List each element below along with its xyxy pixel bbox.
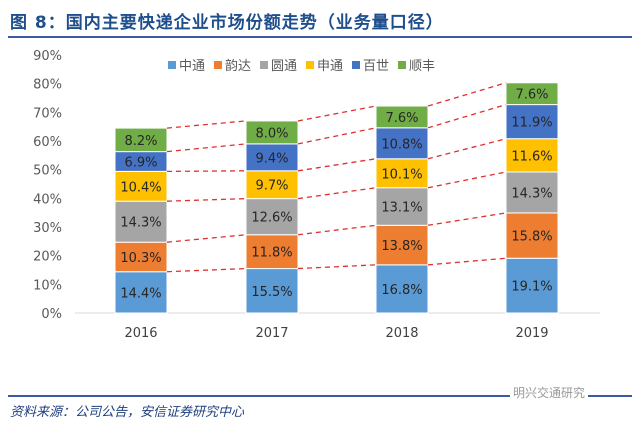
data-label: 7.6% <box>515 88 548 103</box>
data-label: 8.2% <box>124 134 157 149</box>
x-tick-label: 2017 <box>255 326 288 341</box>
data-label: 6.9% <box>124 155 157 170</box>
x-tick-label: 2019 <box>515 326 548 341</box>
data-label: 14.3% <box>120 216 161 231</box>
connector-line <box>297 105 377 122</box>
legend-label: 韵达 <box>225 59 251 74</box>
connector-line <box>297 224 377 236</box>
bar-segment <box>375 127 429 160</box>
legend-swatch <box>352 61 360 69</box>
bar-segment <box>505 138 559 173</box>
bar-segment <box>375 187 429 226</box>
footer-divider <box>8 395 632 397</box>
connector-line <box>427 82 507 107</box>
data-label: 14.4% <box>120 286 161 301</box>
data-label: 15.8% <box>511 230 552 245</box>
legend-swatch <box>306 61 314 69</box>
data-label: 8.0% <box>255 126 288 141</box>
connector-line <box>166 197 247 202</box>
connector-line <box>427 103 507 129</box>
figure-title: 图 8：国内主要快递企业市场份额走势（业务量口径） <box>10 13 444 33</box>
data-label: 10.3% <box>120 251 161 266</box>
connector-line <box>166 267 247 273</box>
data-label: 14.3% <box>511 186 552 201</box>
bar-segment <box>114 170 168 202</box>
data-label: 11.8% <box>251 246 292 261</box>
bar-segment <box>375 224 429 266</box>
data-label: 12.6% <box>251 211 292 226</box>
bar-segment <box>114 200 168 243</box>
x-tick-label: 2016 <box>124 326 157 341</box>
connector-line <box>297 187 377 200</box>
data-label: 19.1% <box>511 280 552 295</box>
y-tick-label: 80% <box>33 78 62 93</box>
legend-label: 百世 <box>363 59 389 74</box>
y-tick-label: 50% <box>33 164 62 179</box>
data-label: 13.1% <box>381 201 422 216</box>
legend-swatch <box>260 61 268 69</box>
bar-segment <box>505 212 559 259</box>
connector-line <box>427 171 507 189</box>
y-tick-label: 30% <box>33 221 62 236</box>
source-note: 资料来源：公司公告，安信证券研究中心 <box>10 405 245 420</box>
data-label: 16.8% <box>381 283 422 298</box>
connector-line <box>297 158 377 172</box>
bar-segment <box>245 234 299 270</box>
legend-label: 圆通 <box>271 59 297 74</box>
y-tick-label: 60% <box>33 135 62 150</box>
legend-swatch <box>214 61 222 69</box>
bar-segment <box>505 257 559 314</box>
connector-line <box>297 264 377 270</box>
bar-segment <box>245 170 299 200</box>
bar-segment <box>245 143 299 172</box>
bar-segment <box>245 120 299 145</box>
bar-segment <box>505 104 559 140</box>
bar-segment <box>505 171 559 214</box>
legend-swatch <box>168 61 176 69</box>
data-label: 9.7% <box>255 179 288 194</box>
data-label: 15.5% <box>251 285 292 300</box>
data-label: 7.6% <box>385 111 418 126</box>
connector-line <box>427 257 507 266</box>
connector-line <box>427 212 507 226</box>
data-label: 11.9% <box>511 116 552 131</box>
title-divider <box>8 36 632 38</box>
connector-line <box>427 138 507 160</box>
legend-swatch <box>398 61 406 69</box>
legend-label: 中通 <box>179 59 205 74</box>
data-label: 11.6% <box>511 149 552 164</box>
bar-segment <box>375 264 429 314</box>
bar-segment <box>505 82 559 106</box>
bar-segment <box>375 158 429 189</box>
x-tick-label: 2018 <box>385 326 418 341</box>
data-label: 10.1% <box>381 167 422 182</box>
data-label: 13.8% <box>381 239 422 254</box>
legend-label: 申通 <box>317 59 343 74</box>
data-label: 10.8% <box>381 137 422 152</box>
bar-segment <box>114 127 168 153</box>
y-tick-label: 0% <box>41 307 62 322</box>
connector-line <box>166 143 247 153</box>
data-label: 10.4% <box>120 180 161 195</box>
bar-segment <box>114 271 168 314</box>
legend-label: 顺丰 <box>409 59 435 74</box>
data-label: 9.4% <box>255 151 288 166</box>
connector-line <box>166 234 247 243</box>
y-tick-label: 40% <box>33 192 62 207</box>
connector-line <box>166 170 247 173</box>
connector-line <box>166 120 247 129</box>
y-tick-label: 20% <box>33 250 62 265</box>
y-tick-label: 10% <box>33 278 62 293</box>
watermark: 明兴交通研究 <box>510 384 589 401</box>
y-tick-label: 90% <box>33 49 62 64</box>
y-tick-label: 70% <box>33 106 62 121</box>
connector-line <box>297 127 377 145</box>
bar-segment <box>375 105 429 129</box>
